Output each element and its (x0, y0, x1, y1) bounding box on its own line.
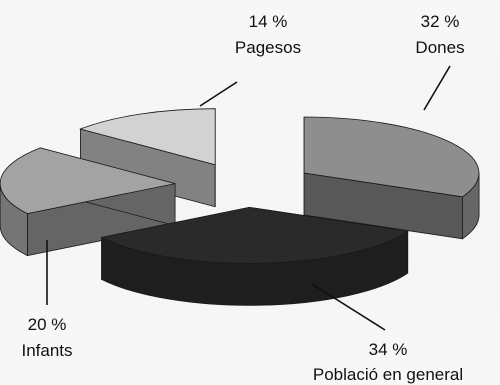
slice-poblaci-en-general (100, 206, 409, 306)
label-dones-name: Dones (415, 38, 464, 57)
leader-line-dones (423, 65, 451, 111)
slice-pagesos (79, 108, 216, 208)
leader-lines (46, 65, 451, 331)
label-infants-name: Infants (21, 341, 72, 360)
label-dones-value: 32 % (421, 12, 460, 31)
slice-dones-top (303, 116, 480, 198)
slice-poblaci-en-general-top (100, 206, 409, 264)
pie-slices (0, 108, 480, 306)
label-pagesos-name: Pagesos (235, 38, 301, 57)
leader-line-poblaci-en-general (311, 283, 386, 331)
slice-dones (303, 116, 480, 240)
slice-infants (0, 147, 176, 257)
leader-line-pagesos (199, 81, 238, 107)
label-poblacio-name: Població en general (313, 365, 463, 384)
label-poblacio-value: 34 % (369, 340, 408, 359)
slice-infants-top (0, 147, 176, 215)
label-pagesos-value: 14 % (249, 12, 288, 31)
slice-pagesos-top (79, 108, 216, 166)
slice-labels: 14 % Pagesos 32 % Dones 20 % Infants 34 … (21, 12, 464, 384)
label-infants-value: 20 % (28, 315, 67, 334)
